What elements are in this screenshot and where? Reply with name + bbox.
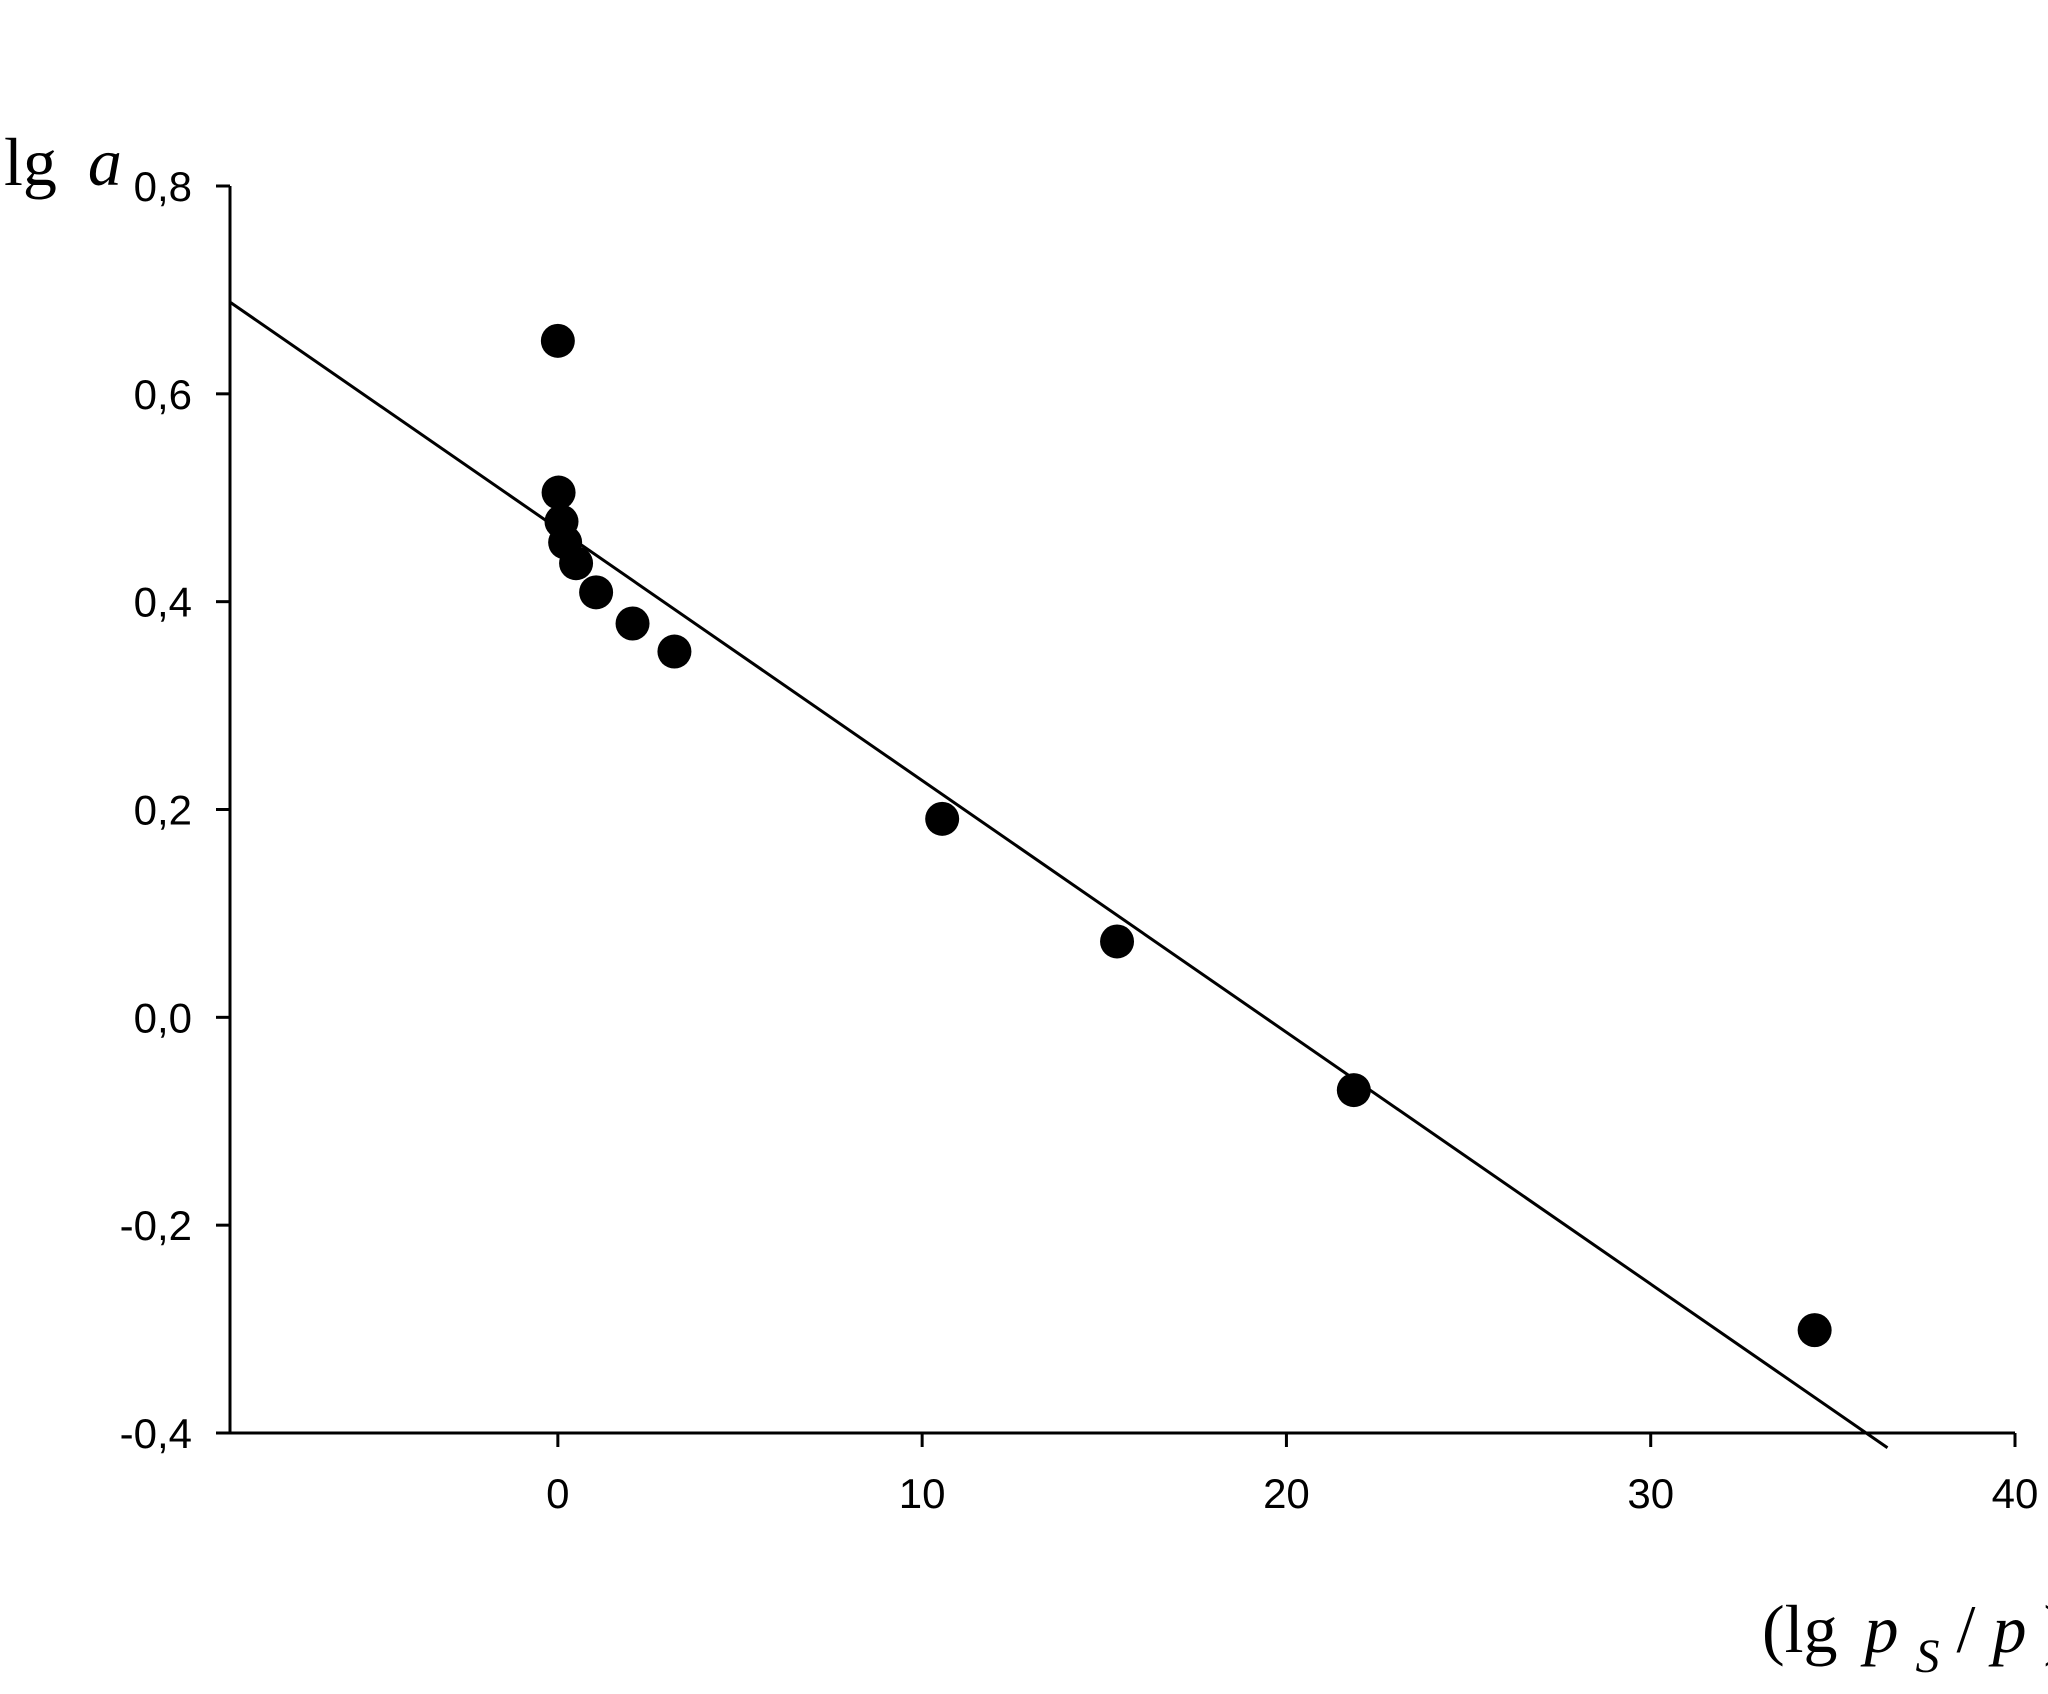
data-point	[579, 575, 614, 610]
data-point	[541, 475, 576, 510]
y-tick-label: -0,4	[120, 1410, 192, 1457]
regression-line	[229, 300, 1889, 1449]
x-tick-label: 30	[1627, 1470, 1674, 1517]
x-tick-label: 0	[546, 1470, 569, 1517]
x-tick-label: 10	[899, 1470, 946, 1517]
x-axis-label-open: (lg	[1762, 1591, 1838, 1667]
data-point	[1797, 1313, 1832, 1348]
x-axis-label-p: p	[1861, 1591, 1899, 1667]
y-tick-label: 0,4	[134, 579, 192, 626]
y-tick-label: 0,6	[134, 371, 192, 418]
y-axis-label-var: a	[88, 124, 122, 200]
y-axis-label-lg: lg	[4, 124, 57, 200]
regression-line-group	[229, 300, 1889, 1449]
data-point	[1100, 924, 1135, 959]
data-points	[540, 323, 1832, 1348]
data-point	[615, 606, 650, 641]
ticks: -0,4 -0,2 0,0 0,2 0,4 0,6 0,8 0 10 20 30 40	[120, 163, 2039, 1517]
x-tick-label: 40	[1992, 1470, 2039, 1517]
data-point	[925, 801, 960, 836]
x-tick-label: 20	[1263, 1470, 1310, 1517]
data-point	[540, 323, 575, 358]
y-tick-label: 0,2	[134, 787, 192, 834]
data-point	[1336, 1073, 1371, 1108]
data-point	[559, 546, 594, 581]
x-axis-label-p2: p	[1988, 1591, 2026, 1667]
x-axis-label-sub: S	[1916, 1630, 1940, 1683]
x-axis-label: (lg p S / p ) 2	[1762, 1568, 2048, 1687]
y-tick-label: -0,2	[120, 1202, 192, 1249]
y-axis-label: lg a	[4, 124, 122, 200]
y-tick-label: 0,8	[134, 163, 192, 210]
axes	[228, 186, 2015, 1435]
y-tick-label: 0,0	[134, 994, 192, 1041]
data-point	[657, 634, 692, 669]
x-axis-label-close: )	[2043, 1591, 2048, 1667]
x-axis-label-slash: /	[1957, 1591, 1976, 1667]
